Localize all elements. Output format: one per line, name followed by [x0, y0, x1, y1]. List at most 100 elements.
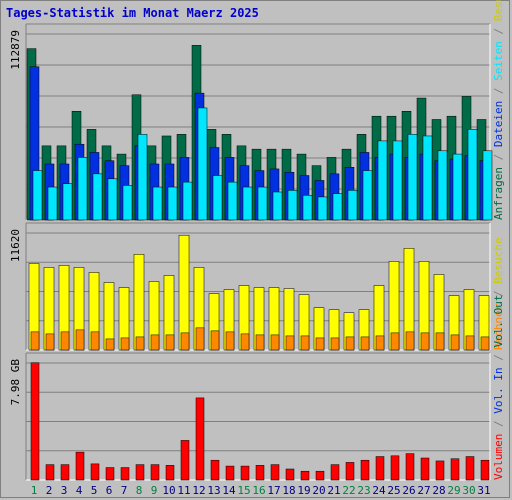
- y-max-label: 7.98 GB: [9, 359, 22, 406]
- bar-seiten: [482, 150, 493, 221]
- bar-volumen: [390, 455, 400, 481]
- bar-volumen: [345, 462, 355, 481]
- bar-seiten: [92, 173, 103, 221]
- bar-rechner: [60, 331, 70, 351]
- bar-volumen: [105, 467, 115, 481]
- x-tick-label: 25: [387, 484, 400, 497]
- bar-seiten: [107, 178, 118, 221]
- legend-entry: /: [492, 284, 505, 304]
- x-tick-label: 9: [151, 484, 158, 497]
- bar-seiten: [437, 150, 448, 221]
- x-tick-label: 31: [477, 484, 490, 497]
- legend-entry: /: [492, 21, 505, 41]
- bar-rechner: [105, 338, 115, 351]
- bar-volumen: [360, 459, 370, 481]
- x-tick-label: 26: [402, 484, 415, 497]
- bar-volumen: [270, 464, 280, 481]
- bar-rechner: [390, 332, 400, 351]
- bar-rechner: [165, 334, 175, 351]
- x-tick-label: 20: [312, 484, 325, 497]
- x-tick-label: 11: [177, 484, 190, 497]
- x-tick-label: 15: [237, 484, 250, 497]
- bar-rechner: [30, 331, 40, 351]
- bar-seiten: [362, 170, 373, 221]
- bar-seiten: [62, 183, 73, 221]
- bar-volumen: [330, 464, 340, 481]
- bar-rechner: [300, 335, 310, 351]
- panel-bg-2: [26, 353, 490, 480]
- bar-seiten: [347, 190, 358, 221]
- bar-rechner: [345, 336, 355, 351]
- bar-seiten: [392, 140, 403, 221]
- bar-volumen: [465, 456, 475, 481]
- x-tick-label: 19: [297, 484, 310, 497]
- bar-seiten: [302, 195, 313, 221]
- y-max-label: 112879: [9, 30, 22, 70]
- bar-volumen: [285, 468, 295, 481]
- bar-rechner: [75, 329, 85, 351]
- x-tick-label: 2: [46, 484, 53, 497]
- legend-entry: /: [492, 81, 505, 101]
- x-tick-label: 3: [61, 484, 68, 497]
- bar-volumen: [405, 453, 415, 481]
- bar-rechner: [480, 336, 490, 351]
- bar-seiten: [332, 193, 343, 221]
- bar-rechner: [150, 334, 160, 351]
- legend-entry: Anfragen: [492, 167, 505, 220]
- bar-volumen: [225, 465, 235, 481]
- bar-seiten: [407, 134, 418, 221]
- x-tick-label: 7: [121, 484, 128, 497]
- bar-volumen: [30, 362, 40, 481]
- bar-rechner: [450, 334, 460, 351]
- legend-label: Anfragen / Dateien / Seiten / Besuche: [492, 0, 505, 220]
- bar-seiten: [377, 140, 388, 221]
- bar-rechner: [315, 337, 325, 351]
- bar-seiten: [32, 170, 43, 221]
- bar-volumen: [450, 458, 460, 481]
- page-title: Tages-Statistik im Monat Maerz 2025: [6, 6, 259, 20]
- x-tick-label: 13: [207, 484, 220, 497]
- bar-volumen: [300, 470, 310, 481]
- bar-seiten: [272, 191, 283, 221]
- bar-rechner: [435, 332, 445, 351]
- bar-rechner: [375, 335, 385, 351]
- bar-volumen: [45, 464, 55, 481]
- x-tick-label: 10: [162, 484, 175, 497]
- legend-entry: Vol. In: [492, 367, 505, 413]
- bar-volumen: [435, 460, 445, 481]
- bar-rechner: [360, 336, 370, 351]
- x-tick-label: 12: [192, 484, 205, 497]
- x-tick-label: 4: [76, 484, 83, 497]
- x-tick-label: 6: [106, 484, 113, 497]
- x-tick-label: 14: [222, 484, 236, 497]
- bar-seiten: [422, 135, 433, 221]
- legend-entry: /: [492, 414, 505, 434]
- bar-volumen: [75, 451, 85, 481]
- x-tick-label: 21: [327, 484, 340, 497]
- bar-rechner: [180, 332, 190, 351]
- x-tick-label: 30: [462, 484, 475, 497]
- bar-seiten: [122, 185, 133, 221]
- bar-rechner: [270, 334, 280, 351]
- x-tick-label: 27: [417, 484, 430, 497]
- legend-entry: /: [492, 348, 505, 368]
- legend-label: Rechner / Besuche: [492, 237, 505, 350]
- bar-rechner: [330, 337, 340, 351]
- bar-seiten: [287, 190, 298, 221]
- bar-volumen: [120, 467, 130, 481]
- bar-seiten: [137, 134, 148, 221]
- y-max-label: 11620: [9, 229, 22, 262]
- x-tick-label: 24: [372, 484, 386, 497]
- bar-volumen: [480, 459, 490, 481]
- bar-rechner: [285, 335, 295, 351]
- bar-volumen: [150, 464, 160, 481]
- x-tick-label: 17: [267, 484, 280, 497]
- bar-seiten: [317, 196, 328, 221]
- bar-volumen: [135, 464, 145, 481]
- x-tick-label: 22: [342, 484, 355, 497]
- bar-rechner: [405, 331, 415, 351]
- x-tick-label: 29: [447, 484, 460, 497]
- bar-rechner: [225, 331, 235, 351]
